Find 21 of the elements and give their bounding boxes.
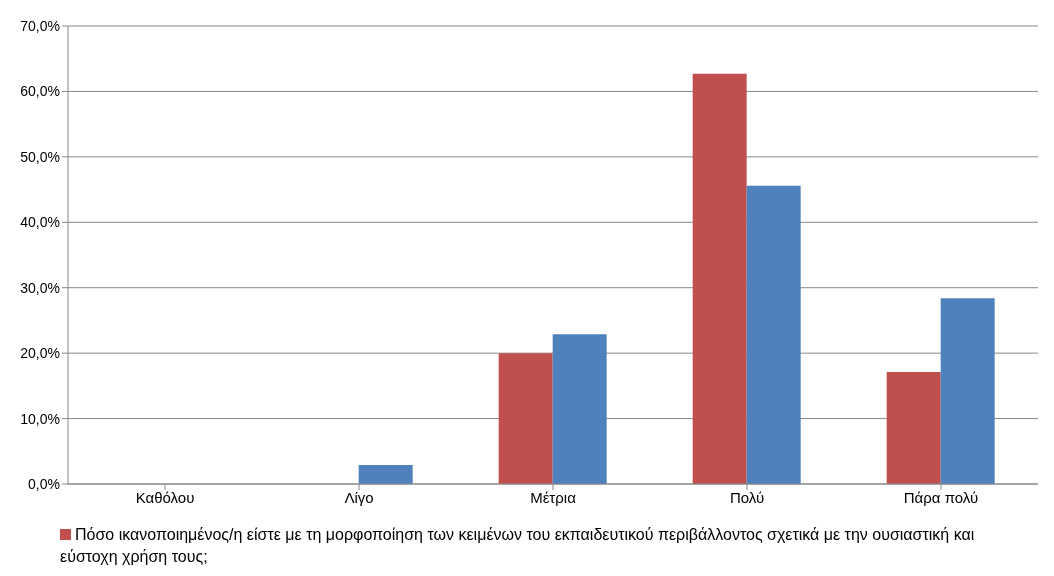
x-tick-label: Μέτρια xyxy=(530,488,577,506)
bar xyxy=(746,185,801,484)
y-tick-label: 30,0% xyxy=(20,279,60,296)
legend-label: Πόσο ικανοποιημένος/η είστε με τη μορφοποίηση των κειμένων του εκπαιδευτικού περιβάλλοντος σχετικά με την ουσιαστική και εύστοχη χρήση τους; xyxy=(60,526,975,565)
y-tick-label: 20,0% xyxy=(20,345,60,362)
x-tick-label: Πολύ xyxy=(729,488,765,506)
bar xyxy=(498,353,553,484)
y-tick-label: 10,0% xyxy=(20,410,60,427)
x-tick-label: Καθόλου xyxy=(135,488,195,506)
x-tick-label: Λίγο xyxy=(344,488,374,506)
x-tick-label: Πάρα πολύ xyxy=(903,488,979,506)
y-tick-label: 40,0% xyxy=(20,214,60,231)
bar xyxy=(692,73,747,484)
bar xyxy=(358,465,413,484)
y-tick-label: 50,0% xyxy=(20,148,60,165)
y-tick-label: 60,0% xyxy=(20,83,60,100)
y-tick-label: 0,0% xyxy=(28,475,60,492)
y-tick-label: 70,0% xyxy=(20,17,60,34)
bar xyxy=(552,334,607,484)
bar xyxy=(886,372,941,484)
bar xyxy=(940,298,995,484)
